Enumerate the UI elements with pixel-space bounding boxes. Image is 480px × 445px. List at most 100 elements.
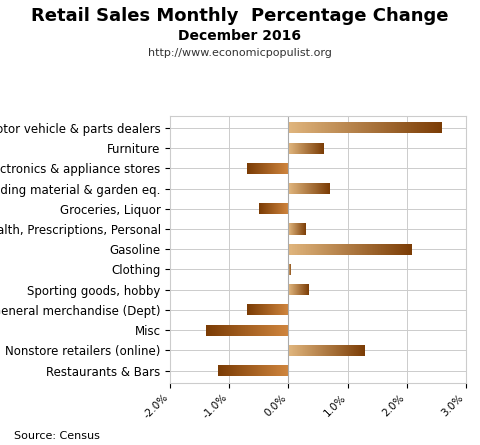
Bar	[290, 243, 291, 255]
Bar	[312, 243, 313, 255]
Bar	[377, 243, 378, 255]
Bar	[372, 243, 373, 255]
Bar	[329, 243, 330, 255]
Bar	[402, 122, 403, 134]
Bar	[341, 122, 342, 134]
Bar	[395, 122, 396, 134]
Bar	[381, 243, 382, 255]
Bar	[371, 243, 372, 255]
Bar	[354, 122, 355, 134]
Bar	[306, 122, 307, 134]
Bar	[311, 243, 312, 255]
Bar	[399, 243, 400, 255]
Bar	[327, 243, 328, 255]
Bar	[295, 243, 296, 255]
Bar	[336, 122, 337, 134]
Text: http://www.economicpopulist.org: http://www.economicpopulist.org	[148, 48, 332, 57]
Bar	[383, 243, 384, 255]
Bar	[361, 122, 362, 134]
Bar	[416, 122, 417, 134]
Bar	[316, 122, 317, 134]
Bar	[298, 243, 299, 255]
Bar	[369, 243, 370, 255]
Bar	[313, 122, 314, 134]
Bar	[427, 122, 428, 134]
Bar	[375, 122, 376, 134]
Bar	[323, 243, 324, 255]
Bar	[398, 243, 399, 255]
Bar	[332, 243, 333, 255]
Bar	[417, 122, 418, 134]
Bar	[344, 243, 345, 255]
Bar	[299, 122, 300, 134]
Bar	[398, 122, 399, 134]
Bar	[404, 122, 405, 134]
Bar	[294, 122, 295, 134]
Bar	[333, 243, 334, 255]
Bar	[330, 122, 331, 134]
Bar	[395, 243, 396, 255]
Bar	[290, 122, 291, 134]
Bar	[329, 122, 330, 134]
Bar	[399, 122, 400, 134]
Bar	[295, 122, 296, 134]
Bar	[314, 122, 315, 134]
Bar	[360, 243, 361, 255]
Bar	[420, 122, 421, 134]
Bar	[296, 122, 297, 134]
Bar	[433, 122, 434, 134]
Bar	[396, 122, 397, 134]
Bar	[393, 243, 394, 255]
Bar	[339, 122, 340, 134]
Bar	[411, 243, 412, 255]
Bar	[296, 243, 297, 255]
Bar	[405, 243, 406, 255]
Bar	[401, 243, 402, 255]
Bar	[356, 243, 357, 255]
Bar	[389, 243, 390, 255]
Bar	[412, 122, 413, 134]
Bar	[309, 122, 310, 134]
Bar	[337, 243, 338, 255]
Bar	[400, 243, 401, 255]
Bar	[318, 243, 319, 255]
Bar	[379, 122, 380, 134]
Bar	[397, 122, 398, 134]
Bar	[411, 122, 412, 134]
Bar	[308, 122, 309, 134]
Bar	[319, 122, 320, 134]
Bar	[312, 122, 313, 134]
Bar	[409, 122, 410, 134]
Bar	[406, 243, 407, 255]
Bar	[305, 122, 306, 134]
Bar	[328, 243, 329, 255]
Bar	[317, 243, 318, 255]
Bar	[339, 243, 340, 255]
Bar	[381, 122, 382, 134]
Bar	[384, 243, 385, 255]
Bar	[343, 243, 344, 255]
Bar	[371, 122, 372, 134]
Bar	[357, 243, 358, 255]
Bar	[302, 243, 303, 255]
Bar	[414, 122, 415, 134]
Bar	[338, 243, 339, 255]
Bar	[292, 243, 293, 255]
Bar	[388, 122, 389, 134]
Bar	[401, 122, 402, 134]
Bar	[376, 122, 377, 134]
Bar	[358, 122, 359, 134]
Bar	[413, 122, 414, 134]
Bar	[288, 243, 289, 255]
Bar	[383, 122, 384, 134]
Bar	[379, 243, 380, 255]
Bar	[338, 122, 339, 134]
Bar	[297, 243, 298, 255]
Text: December 2016: December 2016	[179, 29, 301, 43]
Bar	[344, 122, 345, 134]
Bar	[409, 243, 410, 255]
Bar	[378, 122, 379, 134]
Bar	[363, 243, 364, 255]
Bar	[393, 122, 394, 134]
Bar	[306, 243, 307, 255]
